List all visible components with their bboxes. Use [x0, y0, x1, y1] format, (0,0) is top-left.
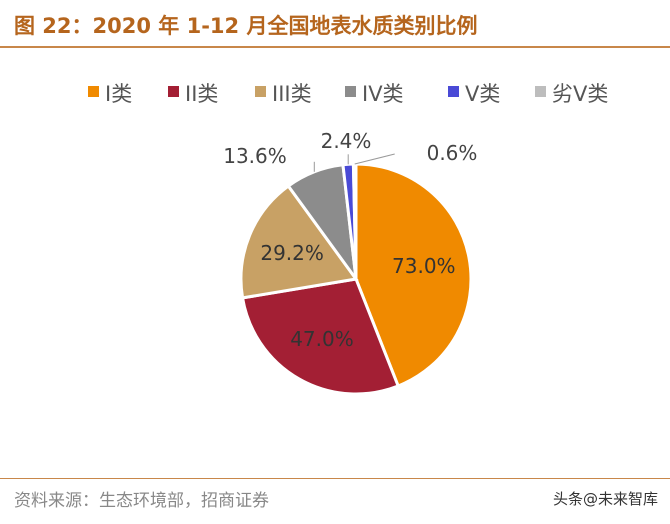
legend-item: V类: [448, 82, 500, 106]
legend-item: IV类: [345, 82, 404, 106]
page-title: 图 22：2020 年 1-12 月全国地表水质类别比例: [14, 14, 478, 38]
legend-label: I类: [105, 82, 132, 106]
data-label: 0.6%: [427, 141, 478, 165]
leader-line: [354, 153, 395, 165]
legend-swatch: [168, 86, 179, 97]
legend-item: II类: [168, 82, 218, 106]
legend-item: III类: [255, 82, 312, 106]
data-label: 47.0%: [290, 327, 354, 351]
data-label: 73.0%: [392, 254, 456, 278]
source-note: 资料来源：生态环境部，招商证券: [14, 491, 269, 511]
legend-swatch: [448, 86, 459, 97]
legend-label: II类: [185, 82, 218, 106]
legend-label: III类: [272, 82, 312, 106]
legend-swatch: [88, 86, 99, 97]
legend-swatch: [535, 86, 546, 97]
watermark: 头条@未来智库: [552, 490, 658, 508]
legend-item: 劣V类: [535, 82, 608, 106]
legend-swatch: [345, 86, 356, 97]
pie-slice: [239, 183, 359, 300]
footer-divider: [0, 478, 670, 479]
pie-chart: I类 II类 III类 IV类 V类 劣V类 73.0% 47.0% 29.2% 13.6% 2.4…: [88, 82, 608, 396]
data-label: 2.4%: [321, 129, 372, 153]
pie-slice: [354, 162, 473, 388]
pie-slice: [240, 277, 401, 396]
legend-label: V类: [465, 82, 500, 106]
legend-label: IV类: [362, 82, 404, 106]
legend-label: 劣V类: [552, 82, 608, 106]
title-divider: [0, 46, 670, 48]
legend-item: I类: [88, 82, 132, 106]
data-label: 29.2%: [260, 241, 324, 265]
data-label: 13.6%: [223, 144, 287, 168]
legend-swatch: [255, 86, 266, 97]
